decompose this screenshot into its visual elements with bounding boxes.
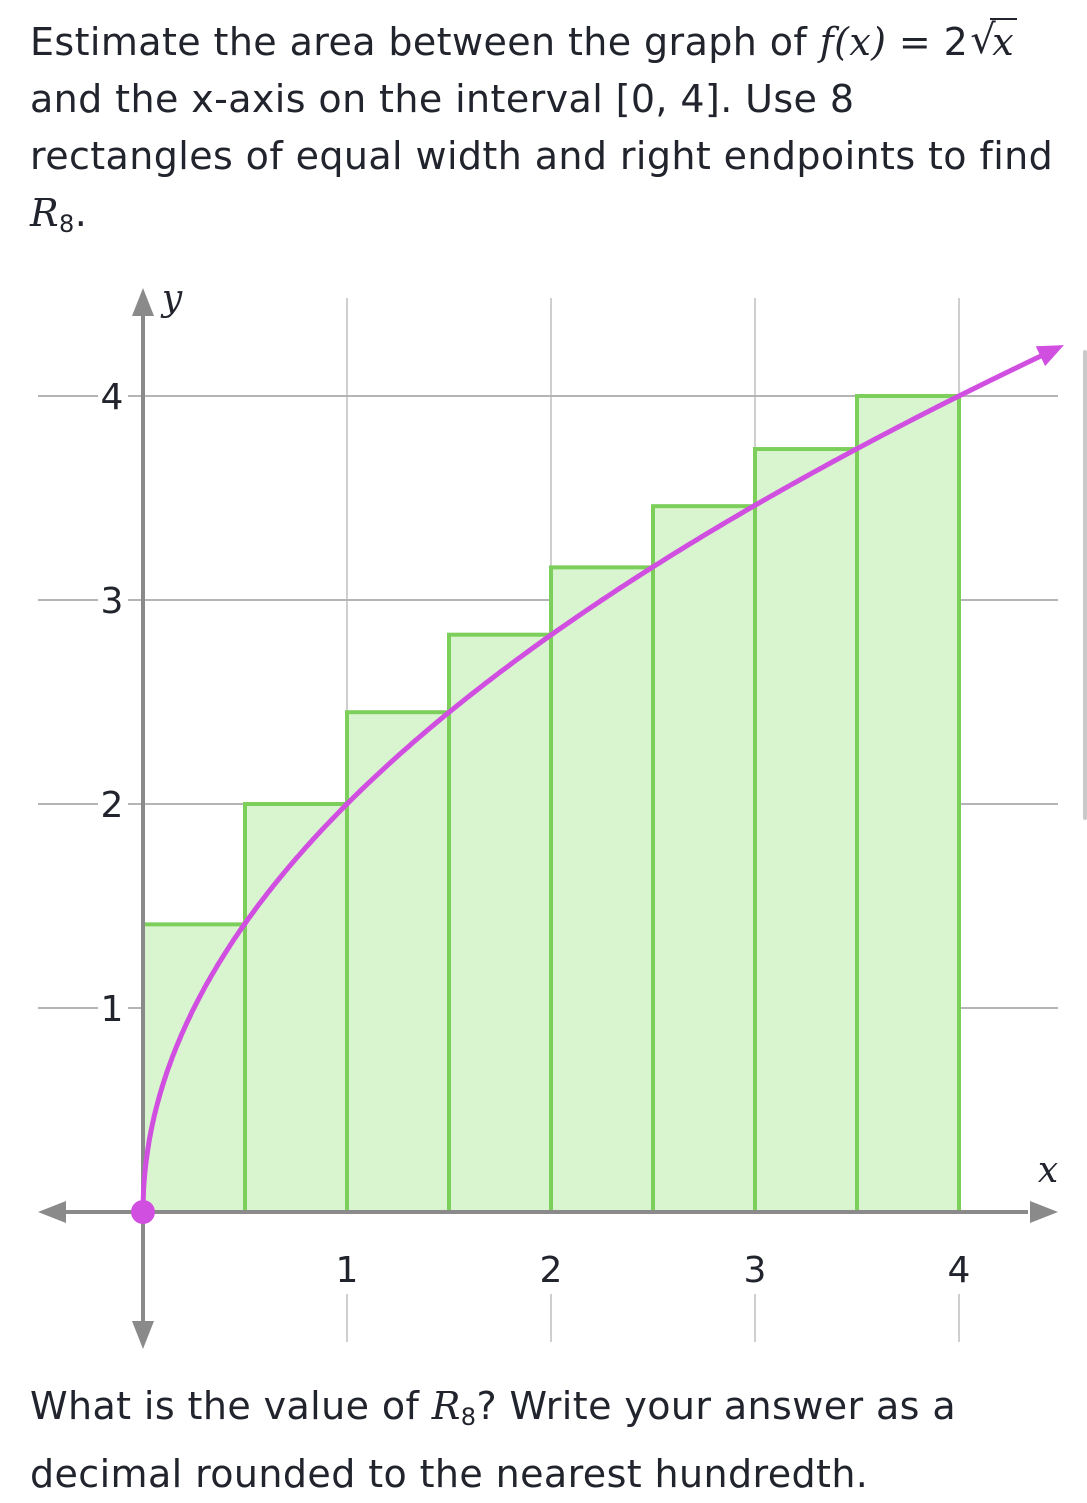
x-axis-label: x: [1038, 1150, 1058, 1191]
problem-prompt: Estimate the area between the graph of f…: [30, 14, 1070, 253]
function-coefficient: 2: [943, 20, 969, 64]
radical-sign-icon: √: [970, 17, 997, 63]
prompt-text-3: .: [74, 191, 88, 235]
riemann-rect-8: [855, 394, 961, 1214]
prompt-text-1: Estimate the area between the graph of: [30, 20, 820, 64]
x-axis-right-arrow-icon: [1030, 1201, 1058, 1223]
question-text: What is the value of R8? Write your answ…: [30, 1378, 1070, 1503]
question-text-2: ? Write your answer as a decimal rounded…: [30, 1384, 957, 1496]
question-text-1: What is the value of: [30, 1384, 432, 1428]
x-tick-label-3: 3: [744, 1250, 767, 1291]
sqrt-expression: √ x: [968, 14, 1018, 71]
y-axis-up-arrow-icon: [132, 288, 154, 316]
y-tick-label-2: 2: [101, 785, 124, 826]
riemann-rect-7: [753, 447, 859, 1215]
origin-point: [131, 1200, 155, 1224]
x-tick-label-1: 1: [336, 1250, 359, 1291]
riemann-rect-6: [651, 504, 757, 1215]
question-riemann-letter: R: [431, 1384, 461, 1428]
scrollbar-thumb[interactable]: [1083, 350, 1087, 820]
y-axis-down-arrow-icon: [132, 1321, 154, 1349]
riemann-rect-3: [345, 710, 451, 1214]
y-tick-label-bg-4: [98, 376, 128, 416]
y-tick-label-bg-1: [98, 988, 128, 1028]
function-args: (x) =: [834, 20, 932, 64]
x-axis-left-arrow-icon: [38, 1201, 66, 1223]
prompt-text-2: and the x-axis on the interval [0, 4]. U…: [30, 77, 1054, 178]
y-tick-label-bg-3: [98, 580, 128, 620]
x-tick-label-2: 2: [540, 1250, 563, 1291]
y-tick-label-1: 1: [101, 989, 124, 1030]
y-tick-label-4: 4: [101, 377, 124, 418]
curve-arrow-icon: [1035, 345, 1064, 367]
riemann-rect-2: [243, 802, 349, 1214]
riemann-sum-subscript: 8: [59, 210, 75, 238]
riemann-sum-graph: 1 2 3 4 1 2 3 4 x y: [38, 278, 1064, 1349]
riemann-rect-4: [447, 632, 553, 1214]
function-curve: [140, 347, 1056, 1212]
x-tick-label-4: 4: [948, 1250, 971, 1291]
question-riemann-subscript: 8: [460, 1403, 477, 1431]
riemann-sum-letter: R: [30, 191, 60, 235]
function-name: f: [819, 20, 835, 64]
riemann-rect-5: [549, 565, 655, 1214]
y-axis-label: y: [160, 278, 183, 319]
y-tick-label-bg-2: [98, 784, 128, 824]
y-tick-label-3: 3: [101, 581, 124, 622]
riemann-rect-1: [141, 922, 247, 1214]
radicand: x: [990, 18, 1018, 64]
